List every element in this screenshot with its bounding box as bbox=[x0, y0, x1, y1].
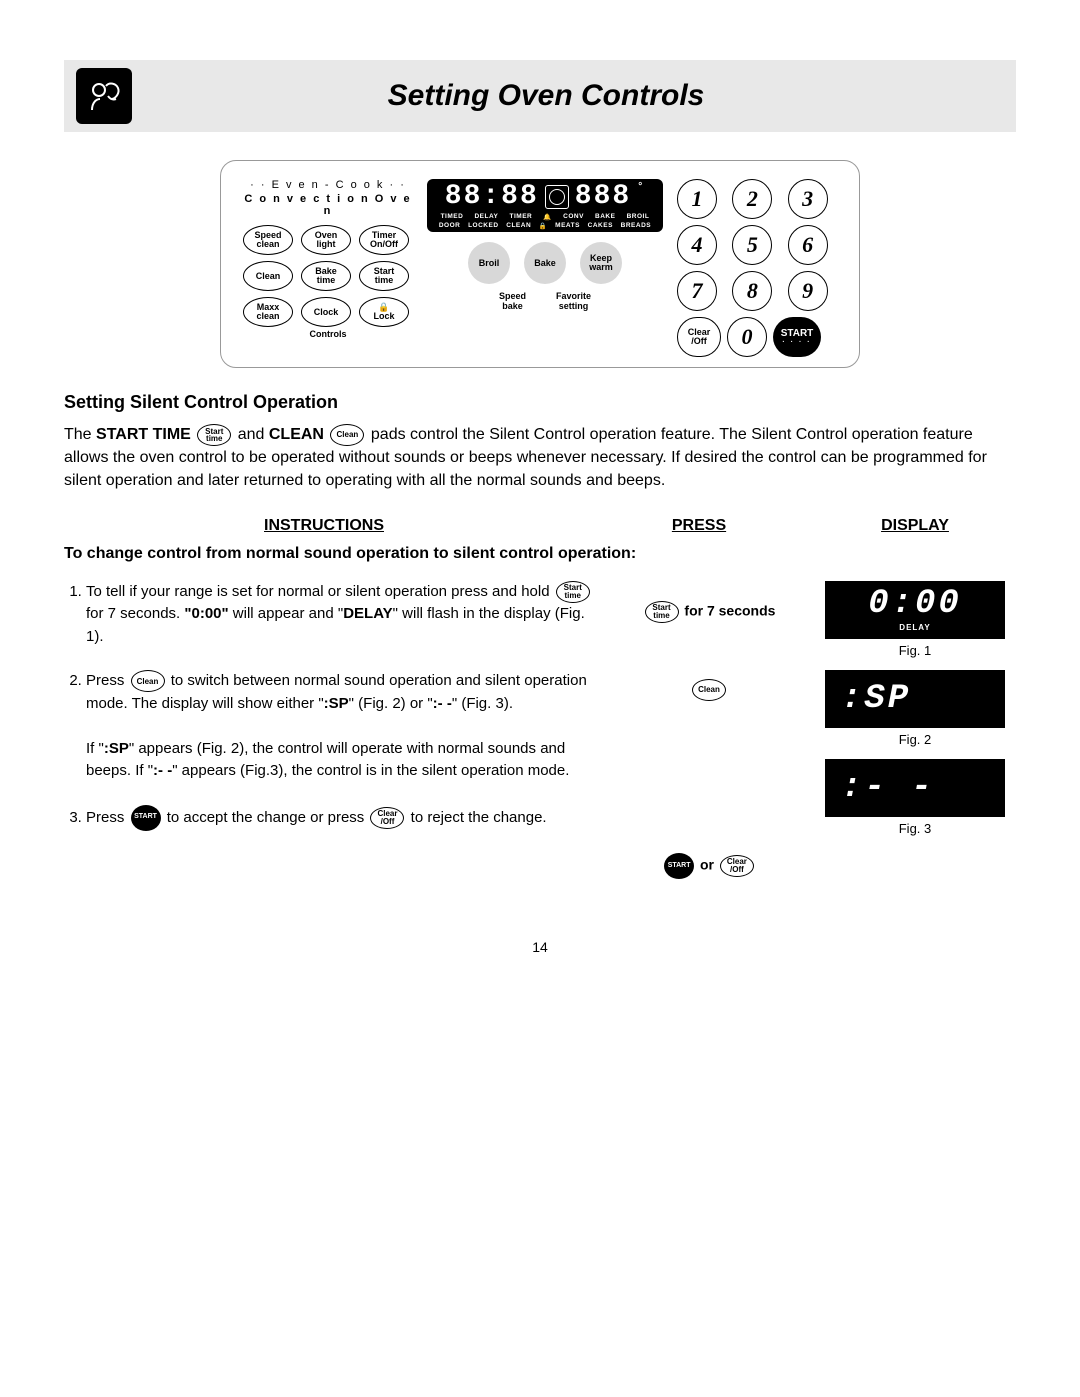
mode-label: Favoritesetting bbox=[556, 292, 591, 312]
start-pad-icon: START bbox=[131, 805, 161, 831]
display-column: 0:00 DELAY Fig. 1 :SP Fig. 2 :- - Fig. 3 bbox=[814, 581, 1016, 848]
numpad-2: 2 bbox=[732, 179, 772, 219]
fig-2-label: Fig. 2 bbox=[814, 732, 1016, 747]
numpad-0: 0 bbox=[727, 317, 767, 357]
press-header: PRESS bbox=[584, 517, 814, 535]
lcd-indicator: CLEAN bbox=[506, 222, 531, 230]
function-button: Maxxclean bbox=[243, 297, 293, 327]
intro-paragraph: The START TIME Starttime and CLEAN Clean… bbox=[64, 423, 1016, 493]
function-button: TimerOn/Off bbox=[359, 225, 409, 255]
mode-button: Bake bbox=[524, 242, 566, 284]
lcd-indicator: TIMED bbox=[441, 213, 464, 221]
instructions-header: INSTRUCTIONS bbox=[64, 517, 584, 535]
lcd-indicator: DOOR bbox=[439, 222, 461, 230]
numpad-7: 7 bbox=[677, 271, 717, 311]
page-header: Setting Oven Controls bbox=[64, 60, 1016, 132]
controls-label: Controls bbox=[243, 329, 413, 339]
mode-button: Keepwarm bbox=[580, 242, 622, 284]
display-fig-2: :SP bbox=[825, 670, 1005, 728]
step-2: Press Clean to switch between normal sou… bbox=[86, 670, 592, 783]
function-button: 🔒Lock bbox=[359, 297, 409, 327]
lcd-indicator: BAKE bbox=[595, 213, 615, 221]
page-number: 14 bbox=[64, 939, 1016, 955]
step-1: To tell if your range is set for normal … bbox=[86, 581, 592, 649]
lcd-time: 88:88 bbox=[445, 183, 539, 211]
subheading: To change control from normal sound oper… bbox=[64, 545, 1016, 563]
fig-3-label: Fig. 3 bbox=[814, 821, 1016, 836]
clean-pad-icon: Clean bbox=[330, 424, 364, 446]
lcd-indicator: MEATS bbox=[555, 222, 580, 230]
function-button: Baketime bbox=[301, 261, 351, 291]
clean-pad-icon: Clean bbox=[131, 670, 165, 692]
fig-1-label: Fig. 1 bbox=[814, 643, 1016, 658]
lcd-indicator: TIMER bbox=[510, 213, 533, 221]
numpad-9: 9 bbox=[788, 271, 828, 311]
lcd-indicator: LOCKED bbox=[468, 222, 498, 230]
step-3: Press START to accept the change or pres… bbox=[86, 805, 592, 831]
brand-line-2: C o n v e c t i o n O v e n bbox=[243, 193, 413, 217]
brand-line-1: · · E v e n - C o o k · · bbox=[243, 179, 413, 191]
function-button: Clean bbox=[243, 261, 293, 291]
lcd-indicator: 🔒 bbox=[539, 222, 548, 230]
numpad-5: 5 bbox=[732, 225, 772, 265]
page-title: Setting Oven Controls bbox=[144, 79, 1004, 113]
function-button: Speedclean bbox=[243, 225, 293, 255]
press-column: Starttime for 7 seconds Clean START or C… bbox=[604, 581, 814, 879]
lcd-indicator: CONV bbox=[563, 213, 584, 221]
function-button: Clock bbox=[301, 297, 351, 327]
start-time-pad-icon: Starttime bbox=[197, 424, 231, 446]
lcd-indicator: DELAY bbox=[474, 213, 498, 221]
mode-button: Broil bbox=[468, 242, 510, 284]
column-headers: INSTRUCTIONS PRESS DISPLAY bbox=[64, 517, 1016, 535]
lcd-temp: 888 bbox=[575, 183, 631, 211]
control-panel-illustration: · · E v e n - C o o k · · C o n v e c t … bbox=[220, 160, 860, 368]
chef-icon bbox=[76, 68, 132, 124]
start-pad-icon: START bbox=[664, 853, 694, 879]
display-fig-1: 0:00 DELAY bbox=[825, 581, 1005, 639]
start-button-panel: START· · · · bbox=[773, 317, 821, 357]
start-time-pad-icon: Starttime bbox=[645, 601, 679, 623]
numpad-1: 1 bbox=[677, 179, 717, 219]
fan-icon bbox=[545, 185, 569, 209]
lcd-indicator: BREADS bbox=[621, 222, 651, 230]
numpad-4: 4 bbox=[677, 225, 717, 265]
function-button: Starttime bbox=[359, 261, 409, 291]
function-button: Ovenlight bbox=[301, 225, 351, 255]
numpad-3: 3 bbox=[788, 179, 828, 219]
section-title: Setting Silent Control Operation bbox=[64, 392, 1016, 413]
lcd-indicator: CAKES bbox=[588, 222, 613, 230]
lcd-indicator: 🔔 bbox=[543, 213, 552, 221]
panel-right-column: 123 456 789 Clear/Off 0 START· · · · bbox=[677, 179, 837, 357]
mode-label: Speedbake bbox=[499, 292, 526, 312]
lcd-screen: 88:88 888 ° TIMED DELAY TIMER 🔔 CONV BAKE BROI… bbox=[427, 179, 663, 232]
start-time-pad-icon: Starttime bbox=[556, 581, 590, 603]
numpad-6: 6 bbox=[788, 225, 828, 265]
clean-pad-icon: Clean bbox=[692, 679, 726, 701]
panel-left-column: · · E v e n - C o o k · · C o n v e c t … bbox=[243, 179, 413, 357]
panel-center-column: 88:88 888 ° TIMED DELAY TIMER 🔔 CONV BAKE BROI… bbox=[427, 179, 663, 357]
clear-off-button: Clear/Off bbox=[677, 317, 721, 357]
clear-off-pad-icon: Clear/Off bbox=[720, 855, 754, 877]
lcd-indicator: BROIL bbox=[627, 213, 650, 221]
clear-off-pad-icon: Clear/Off bbox=[370, 807, 404, 829]
numpad-8: 8 bbox=[732, 271, 772, 311]
steps-list: To tell if your range is set for normal … bbox=[64, 581, 592, 831]
degree-icon: ° bbox=[637, 183, 645, 193]
instruction-block: To tell if your range is set for normal … bbox=[64, 581, 1016, 879]
display-fig-3: :- - bbox=[825, 759, 1005, 817]
display-header: DISPLAY bbox=[814, 517, 1016, 535]
